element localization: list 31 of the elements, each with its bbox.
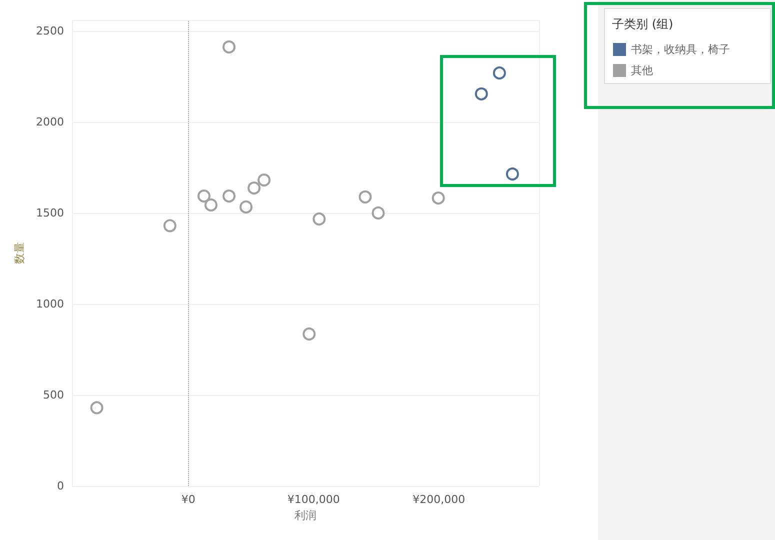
point	[372, 206, 385, 220]
point	[492, 66, 506, 80]
point	[312, 212, 326, 226]
point	[248, 182, 261, 195]
point	[432, 192, 445, 205]
point	[258, 174, 271, 186]
y-tick-label: 2500	[36, 24, 64, 38]
point	[197, 190, 210, 203]
y-axis-title: 数量	[13, 242, 26, 264]
point	[302, 328, 316, 340]
point	[240, 200, 253, 214]
point	[222, 40, 236, 54]
x-axis-title: 利润	[294, 508, 316, 522]
point	[163, 219, 176, 232]
x-tick-label: ¥100,000	[287, 493, 340, 506]
y-tick-label: 1500	[36, 206, 64, 220]
point	[358, 190, 372, 204]
legend-label: 其他	[631, 64, 653, 77]
x-tick-label: ¥200,000	[412, 493, 466, 506]
y-tick-label: 2000	[36, 115, 64, 128]
point	[204, 198, 218, 212]
y-tick-label: 0	[57, 480, 64, 492]
point	[90, 401, 104, 414]
y-tick-label: 1000	[36, 297, 64, 310]
point	[506, 168, 519, 180]
point	[222, 190, 236, 203]
point	[474, 87, 488, 100]
legend-label: 书架，收纳具，椅子	[631, 43, 730, 56]
legend-title: 子类别 (组)	[612, 17, 674, 31]
x-tick-label: ¥0	[181, 493, 196, 506]
y-tick-label: 500	[43, 388, 64, 402]
